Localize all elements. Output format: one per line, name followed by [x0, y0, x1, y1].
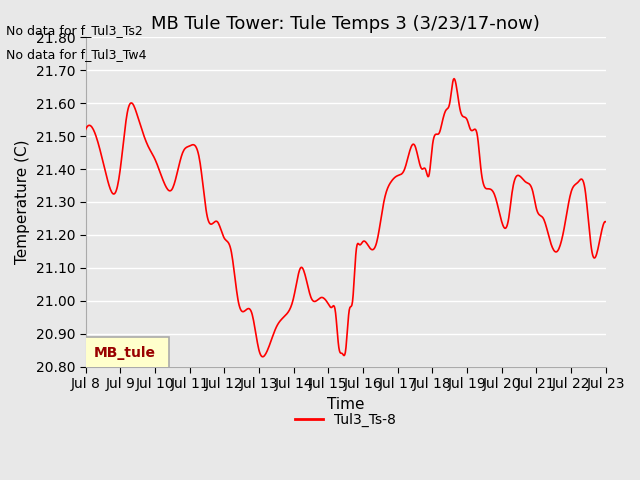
Text: MB_tule: MB_tule [93, 347, 156, 360]
Legend: Tul3_Ts-8: Tul3_Ts-8 [290, 407, 402, 432]
Title: MB Tule Tower: Tule Temps 3 (3/23/17-now): MB Tule Tower: Tule Temps 3 (3/23/17-now… [151, 15, 540, 33]
X-axis label: Time: Time [327, 396, 364, 412]
Text: No data for f_Tul3_Ts2: No data for f_Tul3_Ts2 [6, 24, 143, 36]
Y-axis label: Temperature (C): Temperature (C) [15, 140, 30, 264]
Text: No data for f_Tul3_Tw4: No data for f_Tul3_Tw4 [6, 48, 147, 60]
FancyBboxPatch shape [81, 337, 169, 370]
